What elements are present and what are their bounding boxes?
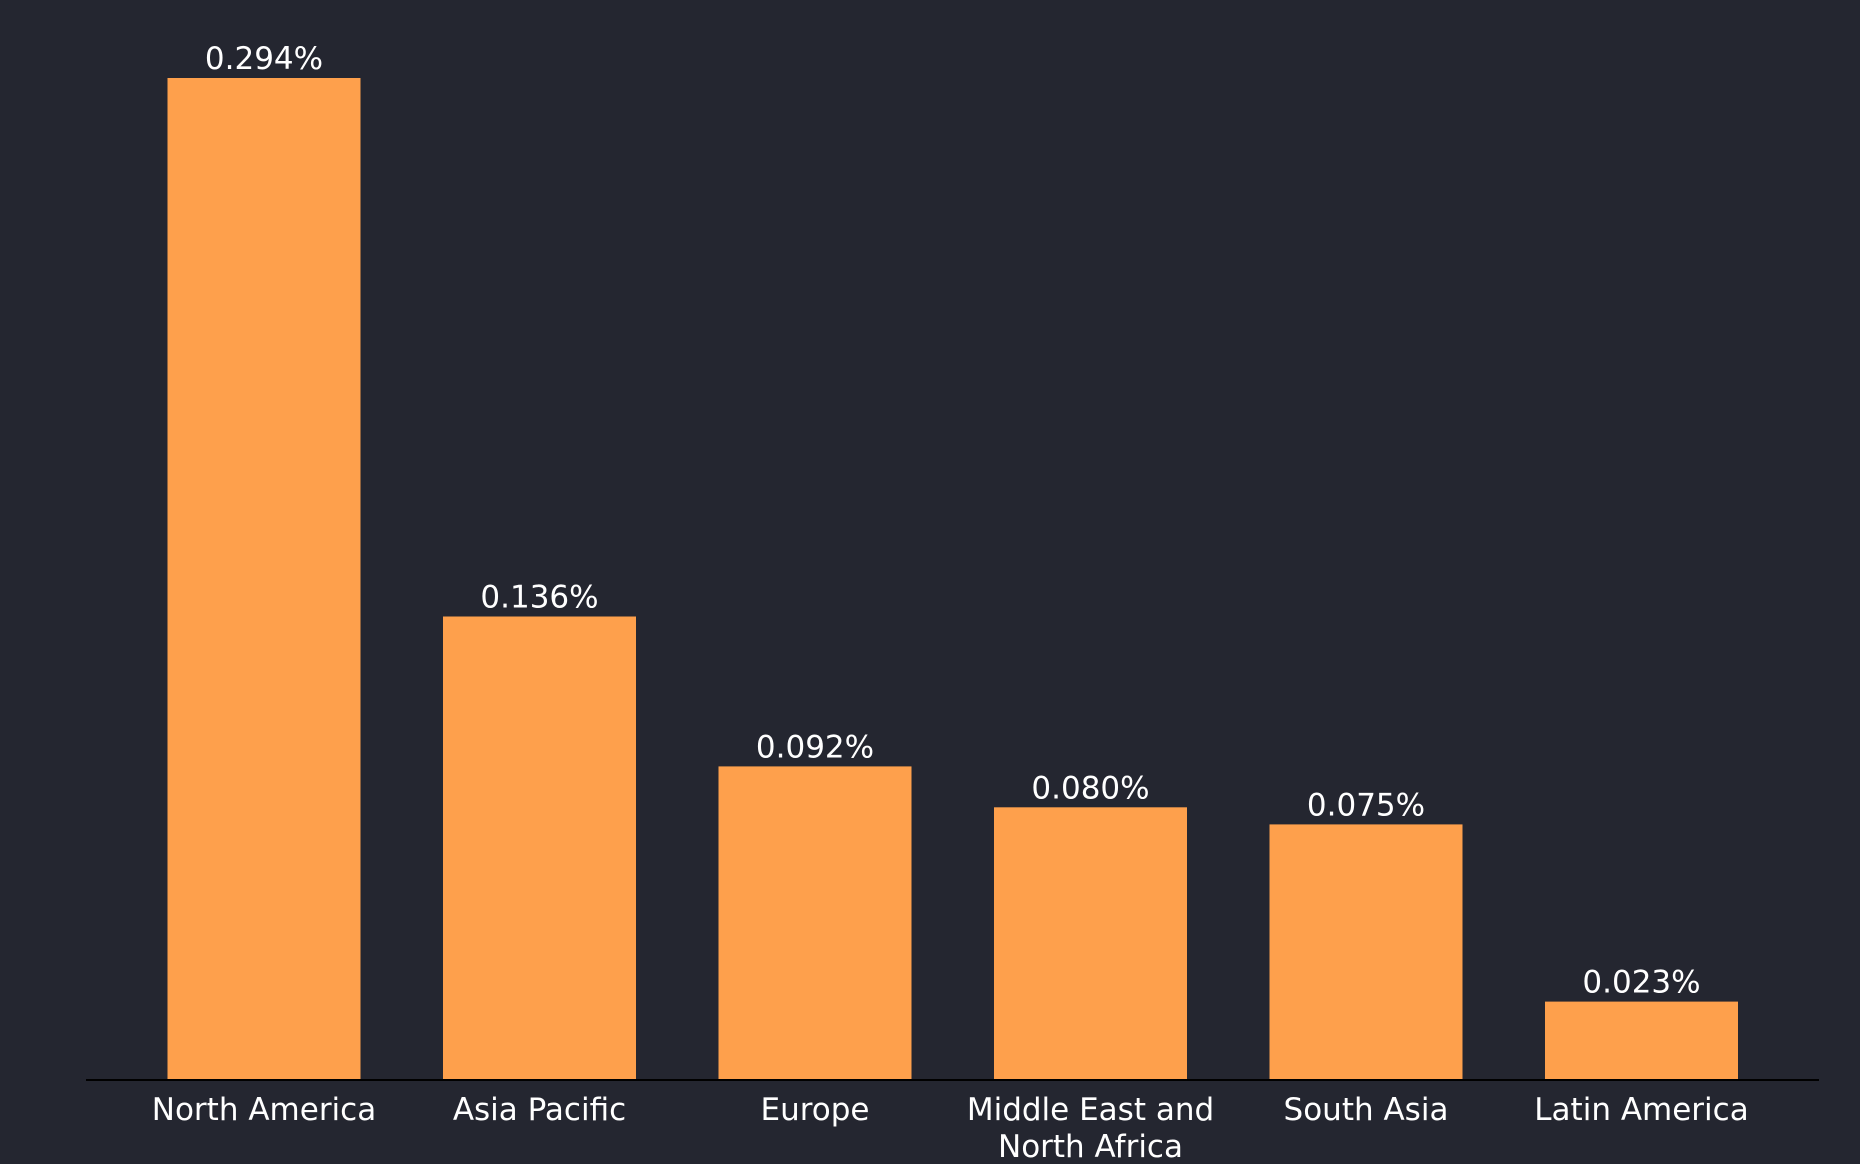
x-tick-label-line: Asia Pacific [453,1092,626,1128]
x-tick-label-line: Middle East and [967,1092,1214,1128]
x-tick-label-3: Middle East and North Africa [967,1092,1214,1165]
x-tick-label-line: Europe [760,1092,869,1128]
bar-value-label-0: 0.294% [205,41,323,77]
bar-4 [1269,824,1463,1080]
bars-layer [167,78,1738,1080]
x-tick-label-2: Europe [760,1092,869,1128]
x-tick-label-1: Asia Pacific [453,1092,626,1128]
bar-3 [994,807,1187,1080]
x-tick-label-4: South Asia [1284,1092,1449,1128]
bar-value-label-2: 0.092% [756,729,874,765]
x-tick-labels-layer: North America Asia Pacific Europe Middle Ea… [152,1092,1749,1165]
value-labels-layer: 0.294% 0.136% 0.092% 0.080% 0.075% 0.023% [205,41,1701,1001]
bar-value-label-5: 0.023% [1582,965,1700,1001]
bar-value-label-4: 0.075% [1307,787,1425,823]
x-tick-label-5: Latin America [1534,1092,1748,1128]
bar-5 [1545,1001,1738,1080]
bar-2 [718,766,912,1080]
bar-0 [167,78,361,1080]
bar-value-label-1: 0.136% [480,580,598,616]
bar-value-label-3: 0.080% [1031,770,1149,806]
x-tick-label-line: Latin America [1534,1092,1748,1128]
x-tick-label-0: North America [152,1092,376,1128]
x-tick-label-line: South Asia [1284,1092,1449,1128]
bar-1 [443,616,636,1080]
x-tick-label-line: North Africa [998,1129,1183,1165]
x-tick-label-line: North America [152,1092,376,1128]
